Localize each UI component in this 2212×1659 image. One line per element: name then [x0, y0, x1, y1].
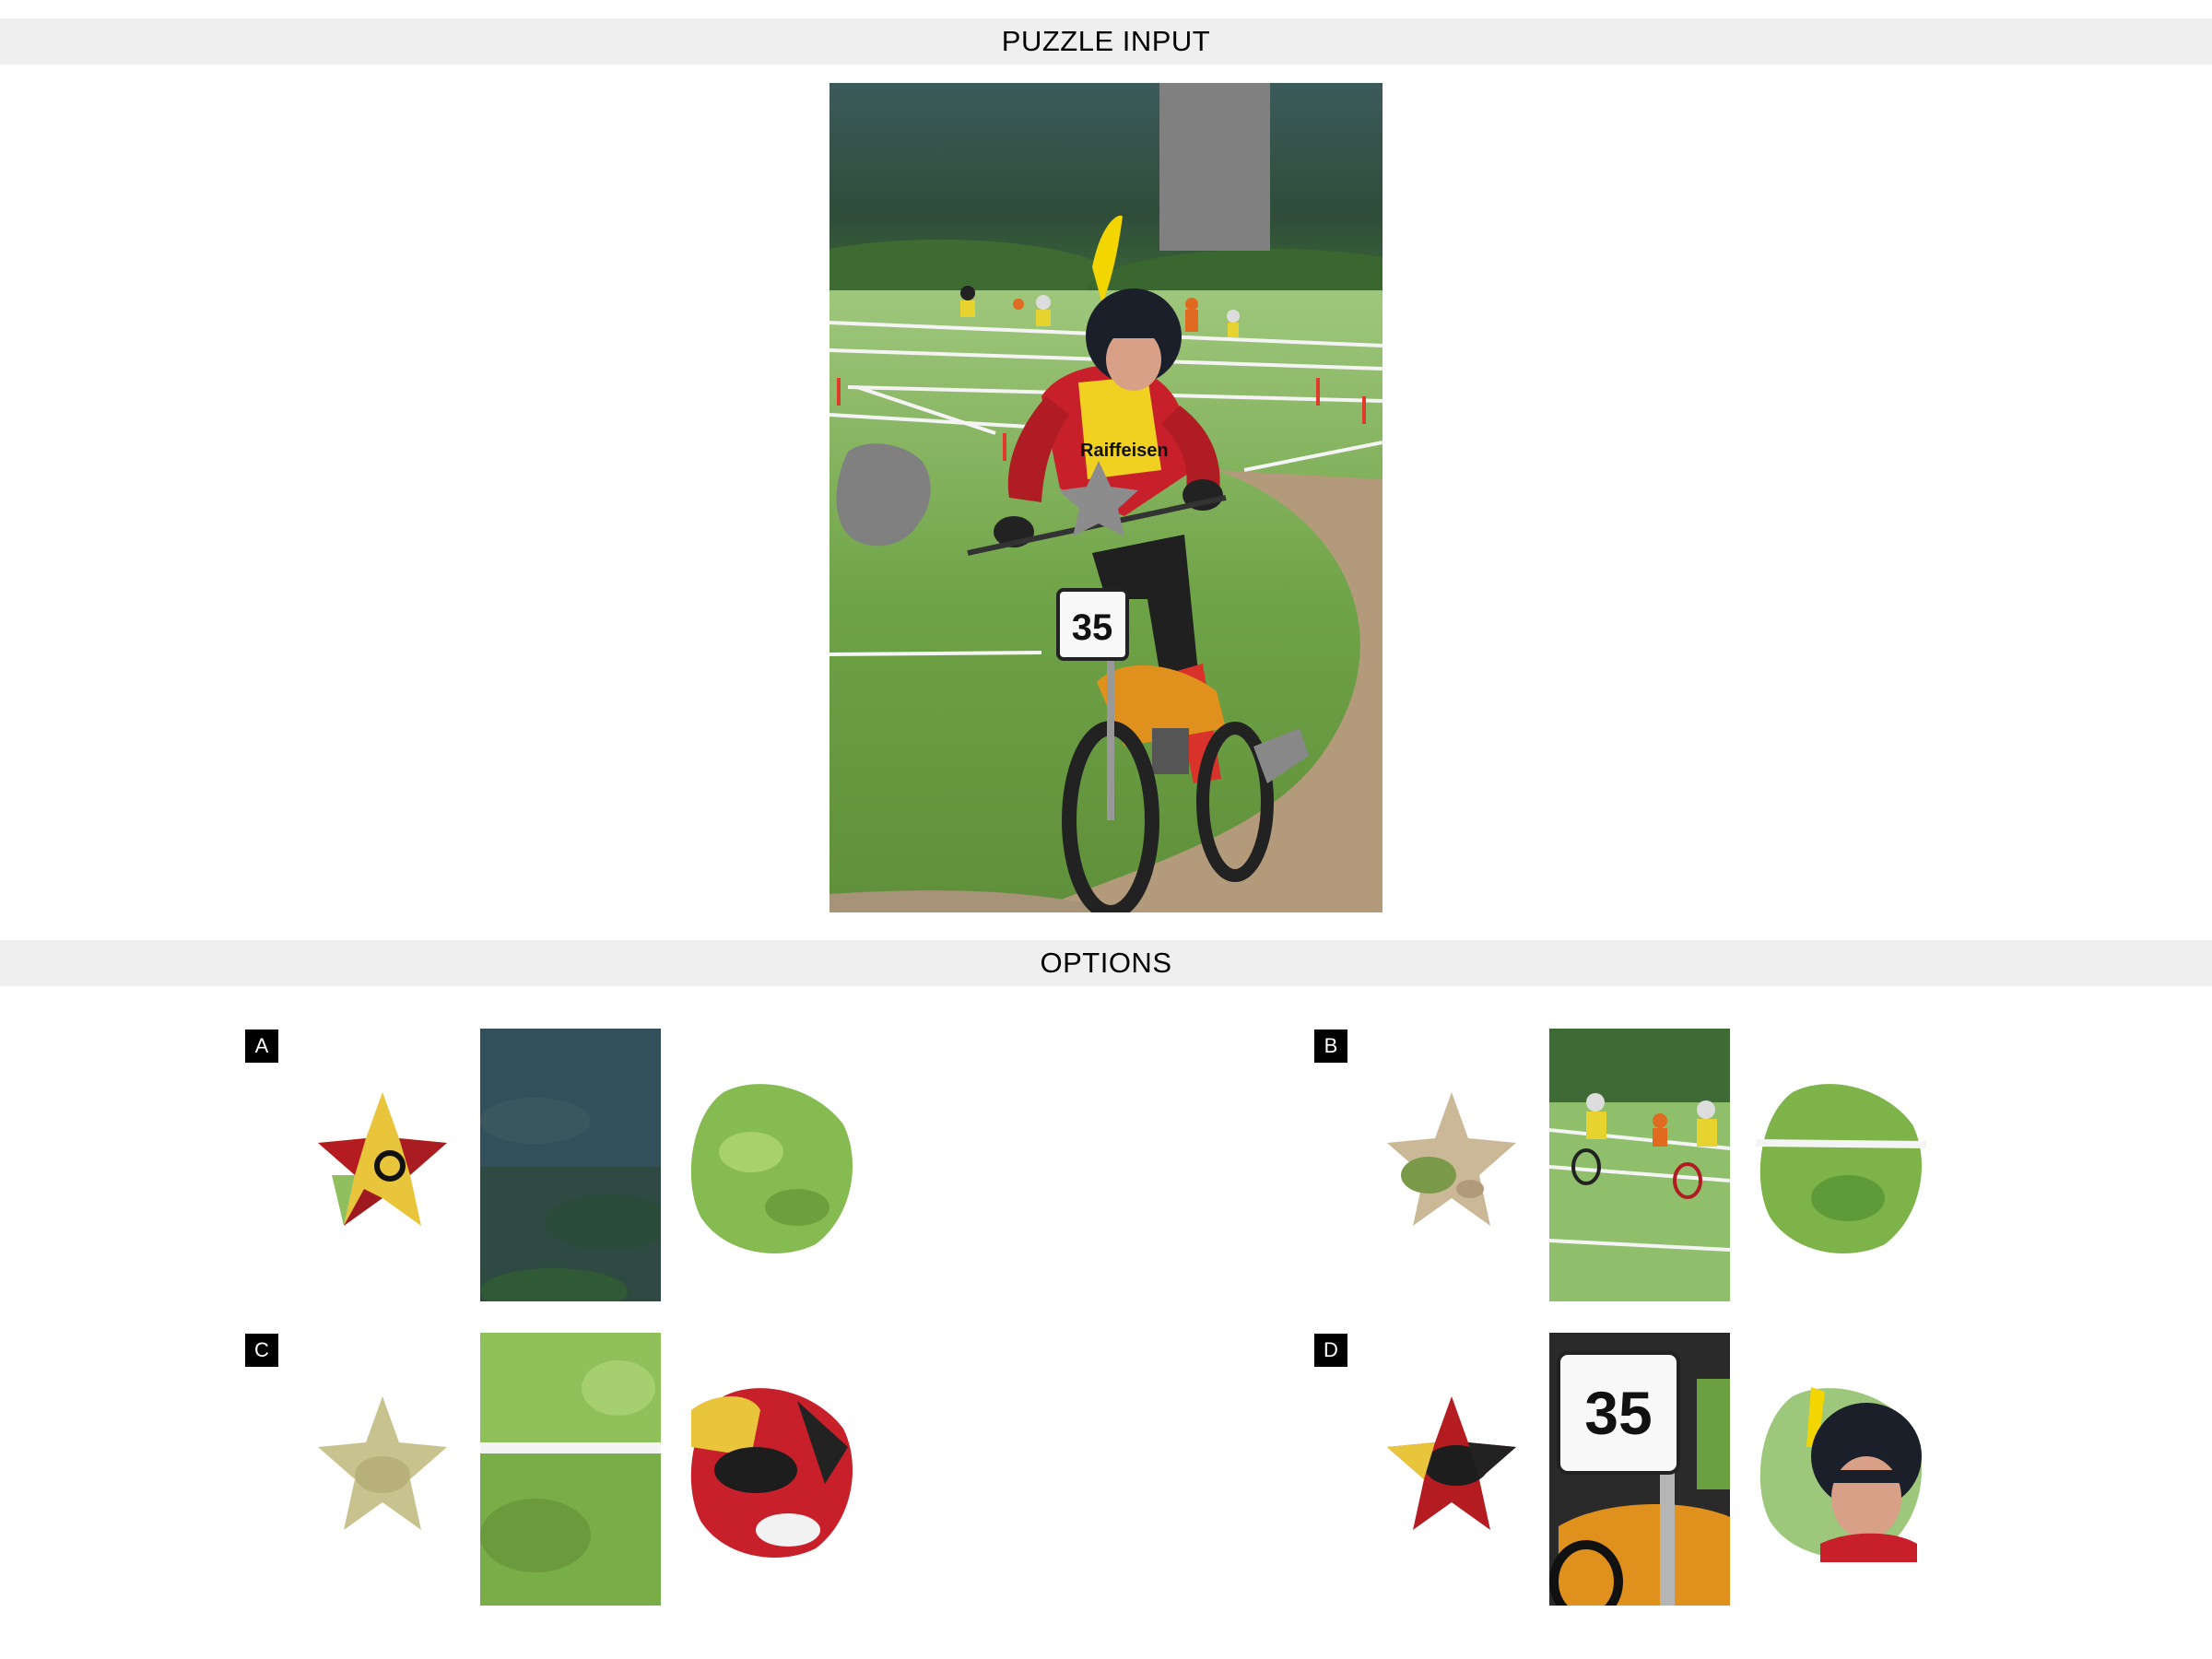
missing-piece-star: [1059, 461, 1138, 536]
option-d-blob-piece[interactable]: [1756, 1382, 1926, 1562]
bib-number: 35: [1072, 607, 1113, 648]
option-b-blob-piece[interactable]: [1756, 1078, 1926, 1258]
option-c-blob-piece[interactable]: [687, 1382, 857, 1562]
option-a-rect-piece[interactable]: [480, 1029, 661, 1301]
option-d-label[interactable]: D: [1314, 1334, 1347, 1367]
option-a-label[interactable]: A: [245, 1030, 278, 1063]
missing-piece-blob: [836, 443, 931, 547]
option-d-star-piece[interactable]: [1378, 1392, 1525, 1544]
option-a-star-piece[interactable]: [309, 1088, 456, 1240]
option-c-label[interactable]: C: [245, 1334, 278, 1367]
option-b-rect-piece[interactable]: [1549, 1029, 1730, 1301]
option-d-rect-piece[interactable]: 35: [1549, 1333, 1730, 1606]
option-c-star-piece[interactable]: [309, 1392, 456, 1544]
puzzle-image: Raiffeisen 35: [830, 83, 1382, 912]
missing-piece-rect: [1159, 83, 1270, 251]
option-b-label[interactable]: B: [1314, 1030, 1347, 1063]
option-b-star-piece[interactable]: [1378, 1088, 1525, 1240]
options-header: OPTIONS: [0, 940, 2212, 986]
puzzle-input-header: PUZZLE INPUT: [0, 18, 2212, 65]
sponsor-text: Raiffeisen: [1080, 441, 1169, 461]
option-a-blob-piece[interactable]: [687, 1078, 857, 1258]
option-c-rect-piece[interactable]: [480, 1333, 661, 1606]
option-d-plate-number: 35: [1584, 1379, 1652, 1447]
